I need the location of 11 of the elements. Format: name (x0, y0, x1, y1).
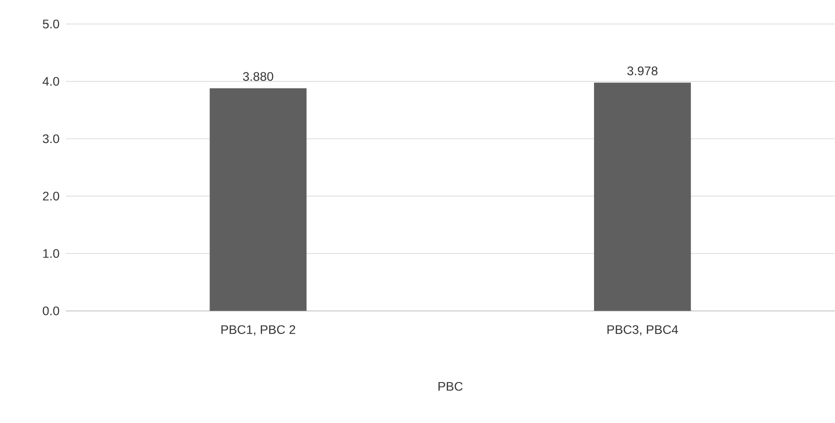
x-axis-title: PBC (438, 382, 463, 391)
data-label: 3.978 (627, 66, 658, 76)
x-tick-label: PBC1, PBC 2 (221, 325, 296, 336)
y-tick-label: 2.0 (42, 192, 60, 201)
y-tick-label: 4.0 (42, 77, 60, 86)
y-tick-label: 3.0 (42, 134, 60, 144)
data-label: 3.880 (243, 72, 274, 81)
x-tick-label: PBC3, PBC4 (607, 325, 678, 336)
y-tick-label: 1.0 (43, 249, 60, 258)
y-tick-label: 5.0 (42, 20, 60, 28)
y-tick-label: 0.0 (42, 306, 60, 316)
